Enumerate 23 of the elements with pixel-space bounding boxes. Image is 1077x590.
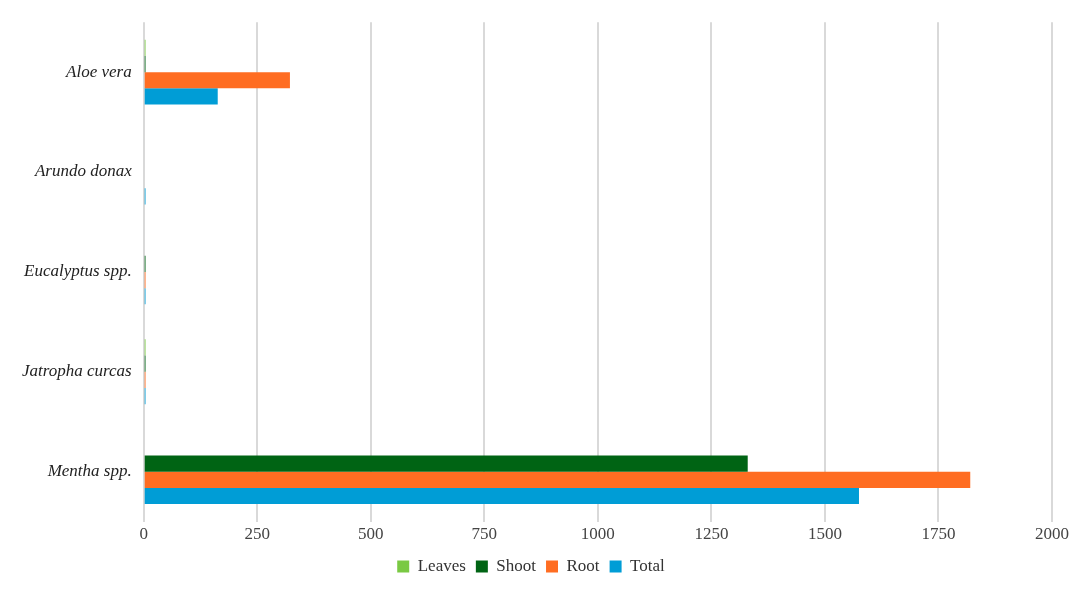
- bar: [144, 88, 218, 105]
- legend-label: Root: [566, 555, 600, 575]
- bar: [144, 487, 859, 505]
- x-tick-label: 1500: [807, 524, 842, 544]
- legend-label: Total: [630, 555, 666, 575]
- y-tick-label: Aloe vera: [65, 61, 132, 81]
- y-tick-label: Eucalyptus spp.: [23, 261, 132, 281]
- x-tick-label: 1750: [921, 524, 956, 544]
- x-tick-label: 500: [358, 524, 384, 544]
- legend-label: Shoot: [496, 555, 537, 575]
- y-tick-label: Mentha spp.: [46, 461, 132, 481]
- x-tick-label: 750: [471, 524, 498, 544]
- y-tick-label: Jatropha curcas: [21, 361, 133, 381]
- bar: [144, 471, 971, 488]
- x-tick-label: 1000: [580, 524, 615, 544]
- bar: [144, 72, 290, 89]
- bar: [144, 455, 748, 472]
- x-tick-label: 0: [139, 524, 148, 544]
- y-tick-label: Arundo donax: [33, 161, 133, 181]
- legend-label: Leaves: [417, 555, 466, 575]
- x-tick-label: 2000: [1035, 524, 1069, 544]
- x-tick-label: 1250: [694, 524, 729, 544]
- x-tick-label: 250: [244, 524, 270, 544]
